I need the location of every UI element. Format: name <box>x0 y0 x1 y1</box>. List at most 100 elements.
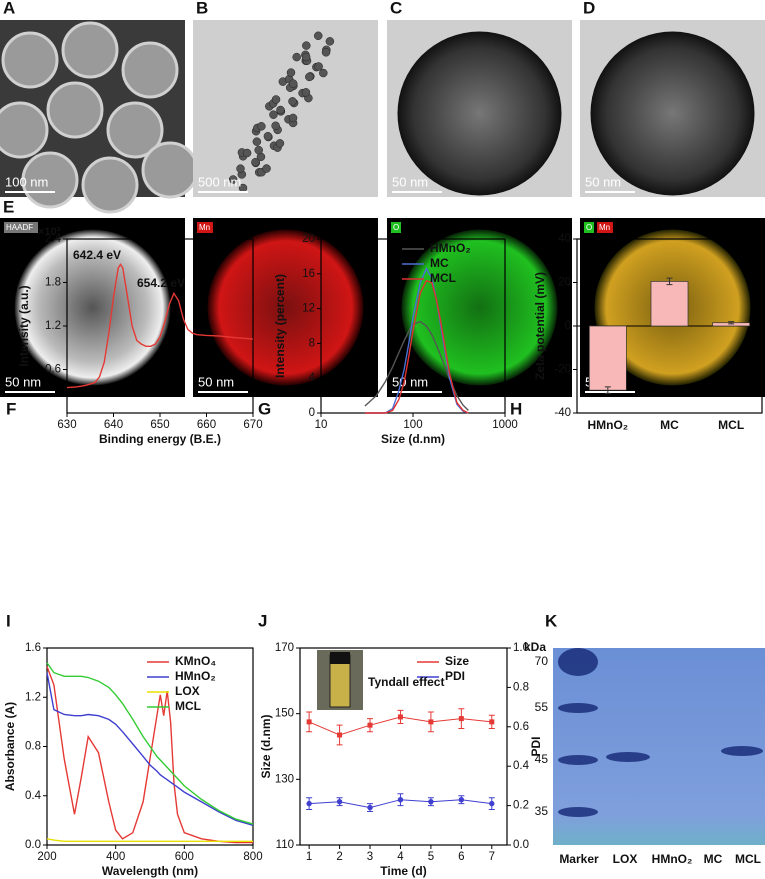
y2-tick-label: 1.0 <box>513 642 529 654</box>
particle <box>301 88 311 97</box>
particle <box>397 31 562 196</box>
particle <box>81 156 139 214</box>
data-line <box>46 838 253 842</box>
map-tag-label: Mn <box>199 223 210 232</box>
data-line <box>46 666 253 844</box>
particle <box>319 68 328 78</box>
legend-label: MCL <box>175 699 201 713</box>
x-tick-label: 600 <box>175 851 194 863</box>
error-bar <box>604 386 611 394</box>
particle <box>21 151 79 209</box>
y-tick-label: 20 <box>302 233 315 245</box>
protein-band <box>721 746 763 756</box>
data-point <box>428 798 434 805</box>
particle <box>590 31 755 196</box>
particle <box>325 37 335 46</box>
particle <box>262 164 271 173</box>
data-line <box>46 672 254 826</box>
lane-label: HMnO₂ <box>652 852 693 866</box>
legend-label: HMnO₂ <box>175 669 216 683</box>
marker-label: 35 <box>535 804 549 818</box>
scale-bar-label: 50 nm <box>5 374 41 389</box>
particle <box>271 121 280 131</box>
particle <box>236 164 245 173</box>
y-tick-label: 110 <box>276 839 294 851</box>
legend-label: Size <box>445 654 469 668</box>
particle <box>46 81 104 139</box>
x-axis-title: Binding energy (B.E.) <box>99 432 221 446</box>
panel-letter: H <box>510 399 522 418</box>
bar <box>650 281 689 327</box>
y2-tick-label: 0.4 <box>513 760 530 772</box>
error-bar <box>728 321 735 325</box>
particle <box>121 41 179 99</box>
micrograph <box>193 20 378 197</box>
y-axis-title: Absorbance (A) <box>3 702 17 791</box>
particle <box>302 41 311 50</box>
lane-label: LOX <box>613 852 638 866</box>
annotation: 654.2 eV <box>137 276 185 290</box>
axis-multiplier: ×10³ <box>38 226 61 238</box>
y-tick-label: 0.4 <box>25 790 42 802</box>
y2-tick-label: 0.2 <box>513 800 529 812</box>
map-tag-label: HAADF <box>6 223 33 232</box>
x-tick-label: 3 <box>367 851 373 863</box>
particle <box>288 113 298 123</box>
data-point <box>367 804 373 811</box>
bar <box>588 325 627 391</box>
y-tick-label: -20 <box>554 364 571 376</box>
x-tick-label: 200 <box>37 851 56 863</box>
particle <box>288 97 297 106</box>
panel-letter: B <box>196 0 208 17</box>
x-axis-title: Time (d) <box>380 864 426 878</box>
marker-band <box>558 807 598 817</box>
particle <box>257 122 266 131</box>
panel-letter: K <box>545 611 558 630</box>
panel-letter: J <box>258 611 267 630</box>
annotation: 642.4 eV <box>73 248 121 262</box>
data-line <box>46 662 254 825</box>
y-tick-label: 150 <box>275 708 294 720</box>
x-tick-label: MC <box>660 418 679 432</box>
data-point <box>397 796 404 803</box>
data-line <box>364 267 469 414</box>
panel-letter: I <box>6 611 11 630</box>
particle <box>276 105 285 115</box>
gel-unit: kDa <box>524 640 546 654</box>
particle <box>61 21 119 79</box>
y-tick-label: 2.4 <box>45 233 62 245</box>
legend-label: HMnO₂ <box>430 241 471 255</box>
marker-band <box>558 755 598 765</box>
marker-band <box>558 703 598 713</box>
marker-label: 70 <box>535 654 549 668</box>
lane-label: MC <box>704 852 723 866</box>
legend-label: MC <box>430 256 449 270</box>
data-point <box>489 719 495 725</box>
map-tag <box>197 222 213 233</box>
particle <box>141 141 199 199</box>
map-tag <box>597 222 613 233</box>
y-tick-label: 8 <box>309 337 315 349</box>
panel-letter: E <box>3 197 14 216</box>
particle <box>275 139 285 148</box>
y-tick-label: 1.8 <box>45 277 61 289</box>
y-tick-label: 130 <box>275 773 294 785</box>
y-tick-label: 0.8 <box>25 741 41 753</box>
legend-label: KMnO₄ <box>175 654 216 668</box>
legend-label: MCL <box>430 271 456 285</box>
particle <box>207 229 364 386</box>
x-tick-label: 660 <box>197 419 216 431</box>
data-point <box>337 732 343 738</box>
lane-label: MCL <box>735 852 761 866</box>
y-axis-title: Zeta potential (mV) <box>533 272 547 380</box>
y-axis-title: Size (d.nm) <box>259 714 273 778</box>
data-point <box>367 722 373 728</box>
x-tick-label: 670 <box>243 419 262 431</box>
scale-bar-label: 50 nm <box>392 174 428 189</box>
map-tag-label: O <box>586 223 592 232</box>
scale-bar-label: 50 nm <box>585 174 621 189</box>
particle <box>1 31 59 89</box>
legend-label: PDI <box>445 669 465 683</box>
map-tag-label: Mn <box>599 223 610 232</box>
